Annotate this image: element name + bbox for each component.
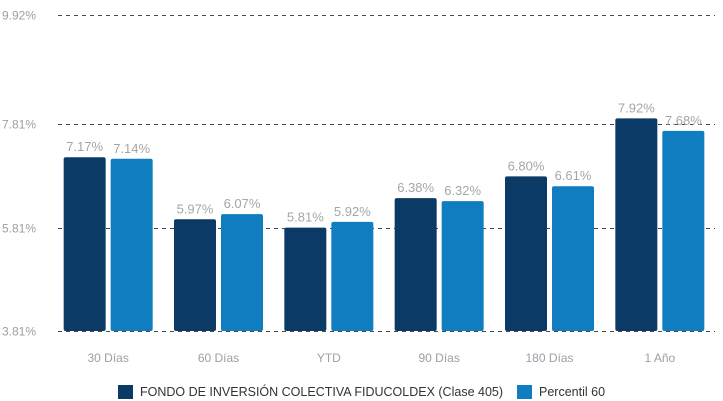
bar-value-label: 6.80% xyxy=(508,158,545,173)
y-tick-label: 7.81% xyxy=(2,118,36,132)
legend-swatch-percentile xyxy=(517,385,533,399)
bar[interactable] xyxy=(331,221,374,331)
bar[interactable] xyxy=(662,130,705,331)
bar[interactable] xyxy=(505,176,547,331)
bar-value-label: 7.68% xyxy=(665,113,702,128)
legend-item-percentile[interactable]: Percentil 60 xyxy=(517,385,605,399)
bar[interactable] xyxy=(221,214,263,331)
data-labels: 7.17% 7.14% 5.97% 6.07% 5.81% 5.92% 6.38% 6.32%… xyxy=(66,100,702,224)
bar[interactable] xyxy=(63,157,106,331)
y-tick-label: 9.92% xyxy=(2,9,36,23)
bars xyxy=(63,118,705,332)
bar-value-label: 6.07% xyxy=(224,196,261,211)
bar-value-label: 6.32% xyxy=(444,183,481,198)
bar[interactable] xyxy=(552,186,594,331)
category-label: 30 Días xyxy=(87,351,128,365)
bar[interactable] xyxy=(110,158,153,331)
category-label: 90 Días xyxy=(418,351,459,365)
bar-value-label: 5.92% xyxy=(334,204,371,219)
legend-label-percentile: Percentil 60 xyxy=(539,385,606,399)
legend-label-fund: FONDO DE INVERSIÓN COLECTIVA FIDUCOLDEX … xyxy=(139,385,504,399)
legend-swatch-fund xyxy=(117,385,133,399)
legend: FONDO DE INVERSIÓN COLECTIVA FIDUCOLDEX … xyxy=(0,383,723,401)
bar-value-label: 5.97% xyxy=(177,201,214,216)
bar-value-label: 6.61% xyxy=(555,168,592,183)
bar[interactable] xyxy=(284,227,327,331)
category-labels: 30 Días 60 Días YTD 90 Días 180 Días 1 Año xyxy=(87,351,675,365)
bar[interactable] xyxy=(394,198,437,331)
y-tick-label: 3.81% xyxy=(2,325,36,339)
bar-value-label: 5.81% xyxy=(287,210,324,225)
category-label: YTD xyxy=(317,351,341,365)
bar[interactable] xyxy=(174,219,216,331)
grid-lines: 3.81% 5.81% 7.81% 9.92% xyxy=(2,9,715,339)
bar[interactable] xyxy=(615,118,658,332)
y-tick-label: 5.81% xyxy=(2,222,36,236)
bar-value-label: 7.92% xyxy=(618,100,655,115)
bar-value-label: 6.38% xyxy=(397,180,434,195)
bar-value-label: 7.14% xyxy=(113,141,150,156)
legend-item-fund[interactable]: FONDO DE INVERSIÓN COLECTIVA FIDUCOLDEX … xyxy=(117,385,504,399)
bar-chart: 3.81% 5.81% 7.81% 9.92% 7.17% 7.14% 5.97% 6.07… xyxy=(2,9,715,365)
category-label: 180 Días xyxy=(525,351,573,365)
category-label: 1 Año xyxy=(644,351,675,365)
category-label: 60 Días xyxy=(198,351,239,365)
bar[interactable] xyxy=(441,201,484,331)
bar-value-label: 7.17% xyxy=(66,139,103,154)
